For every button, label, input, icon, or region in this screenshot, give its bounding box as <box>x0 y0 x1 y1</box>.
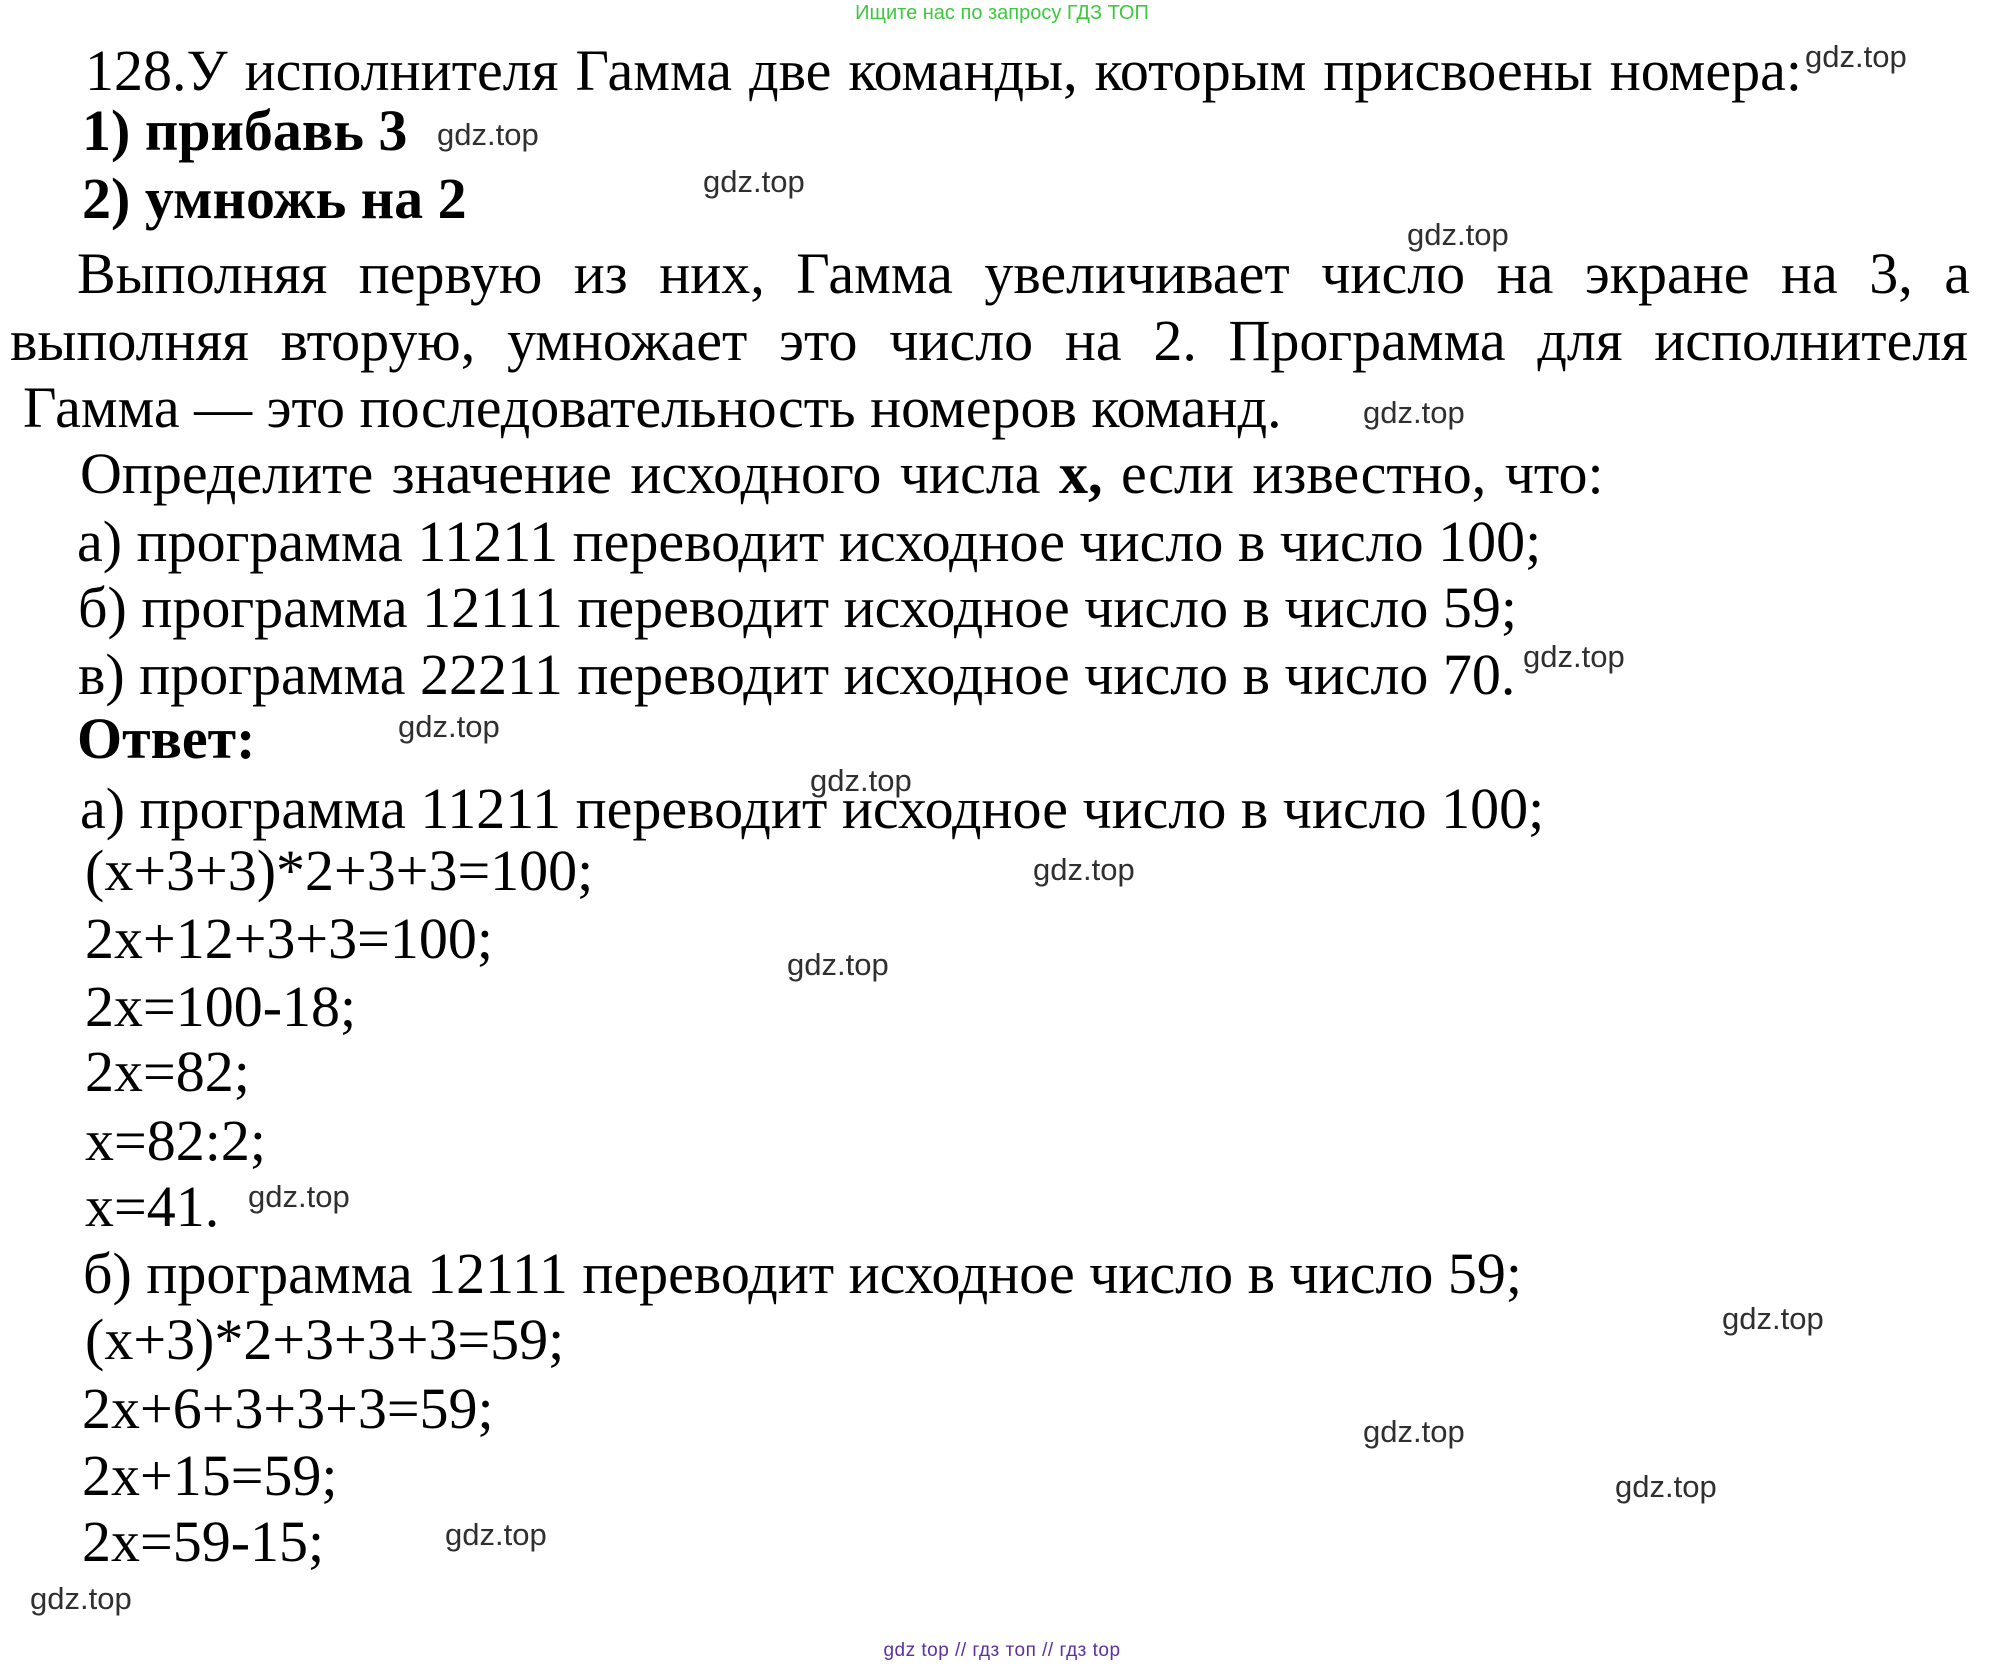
answer-b-title: б) программа 12111 переводит исходное чи… <box>83 1241 1523 1306</box>
case-b-line: б) программа 12111 переводит исходное чи… <box>78 575 1518 640</box>
paragraph-line-1: Выполняя первую из них, Гамма увеличивае… <box>77 241 1970 306</box>
task-x-bold: х, <box>1059 441 1103 506</box>
paragraph-line-3: Гамма — это последовательность номеров к… <box>23 375 1282 440</box>
paragraph-line-2: выполняя вторую, умножает это число на 2… <box>10 308 1968 373</box>
gdz-watermark: gdz.top <box>437 117 539 152</box>
gdz-watermark: gdz.top <box>1363 395 1465 430</box>
gdz-watermark: gdz.top <box>810 763 912 798</box>
answer-b-step: 2х=59-15; <box>82 1509 325 1574</box>
answer-a-step: 2х=100-18; <box>85 974 357 1039</box>
case-a-line: а) программа 11211 переводит исходное чи… <box>77 509 1542 574</box>
task-line: Определите значение исходного числа х, е… <box>80 442 1604 506</box>
gdz-watermark: gdz.top <box>1615 1469 1717 1504</box>
gdz-watermark: gdz.top <box>1722 1301 1824 1336</box>
gdz-watermark: gdz.top <box>398 709 500 744</box>
answer-b-step: (х+3)*2+3+3+3=59; <box>85 1307 565 1372</box>
answer-a-title: а) программа 11211 переводит исходное чи… <box>80 776 1545 841</box>
answer-a-step: х=82:2; <box>85 1108 266 1173</box>
problem-number-line: 128.У исполнителя Гамма две команды, кот… <box>85 38 1802 103</box>
case-v-line: в) программа 22211 переводит исходное чи… <box>78 642 1516 707</box>
promo-header-text: Ищите нас по запросу ГДЗ ТОП <box>855 2 1149 24</box>
footer-links-text: gdz top // гдз топ // гдз top <box>883 1640 1121 1661</box>
task-suffix: если известно, что: <box>1102 441 1604 506</box>
task-prefix: Определите значение исходного числа <box>80 441 1060 506</box>
answer-label: Ответ: <box>77 706 256 771</box>
command-2: 2) умножь на 2 <box>82 166 467 231</box>
gdz-watermark: gdz.top <box>445 1517 547 1552</box>
answer-b-step: 2х+15=59; <box>82 1443 338 1508</box>
gdz-watermark: gdz.top <box>1805 39 1907 74</box>
answer-b-step: 2х+6+3+3+3=59; <box>82 1376 494 1441</box>
command-1: 1) прибавь 3 <box>82 98 408 163</box>
gdz-watermark: gdz.top <box>248 1179 350 1214</box>
answer-a-step: х=41. <box>85 1174 220 1239</box>
gdz-watermark: gdz.top <box>787 947 889 982</box>
gdz-watermark: gdz.top <box>1363 1414 1465 1449</box>
answer-a-step: 2х+12+3+3=100; <box>85 906 493 971</box>
gdz-watermark: gdz.top <box>703 164 805 199</box>
gdz-watermark: gdz.top <box>1033 852 1135 887</box>
answer-a-step: 2х=82; <box>85 1039 250 1104</box>
answer-a-step: (х+3+3)*2+3+3=100; <box>85 838 594 903</box>
gdz-watermark: gdz.top <box>30 1581 132 1616</box>
gdz-watermark: gdz.top <box>1523 639 1625 674</box>
gdz-watermark: gdz.top <box>1407 217 1509 252</box>
